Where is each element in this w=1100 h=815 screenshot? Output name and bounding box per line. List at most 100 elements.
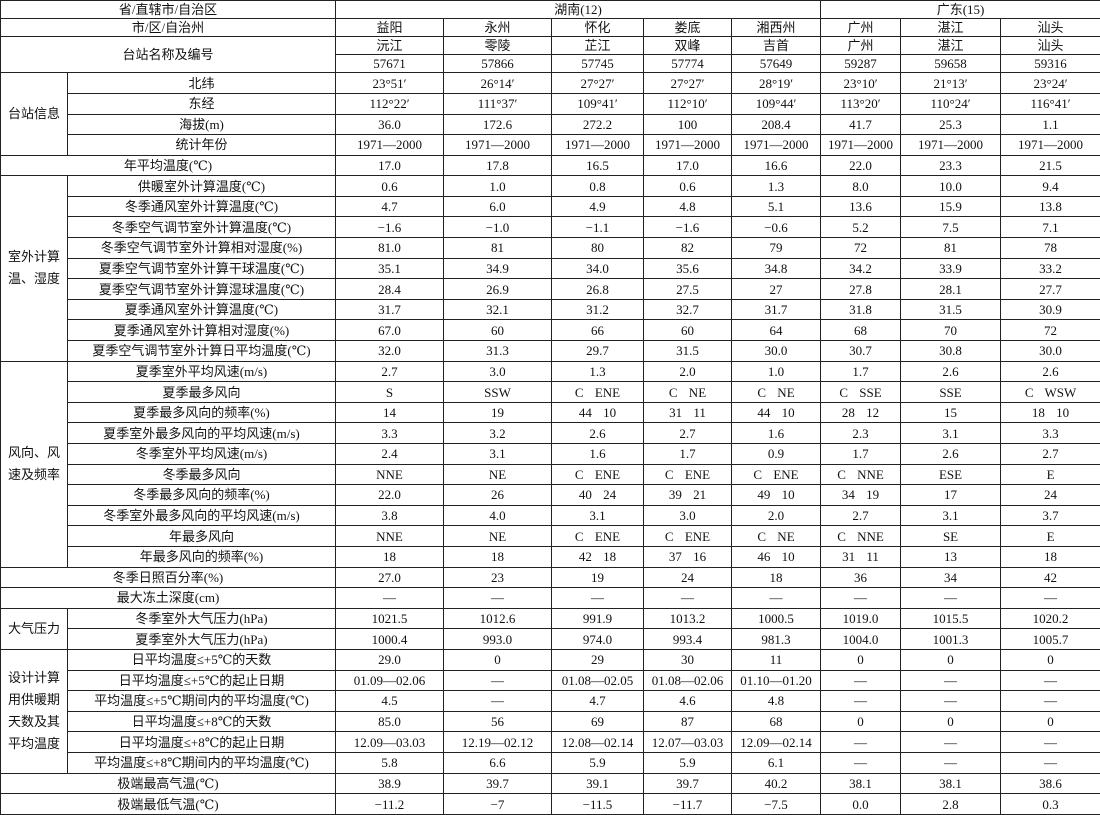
value-cell: 0.0 — [820, 793, 902, 815]
value-cell: 1971—2000 — [643, 134, 733, 156]
value-cell: ESE — [900, 463, 1002, 486]
table-row: 极端最低气温(℃) −11.2 −7 −11.5 −11.7 −7.5 0.0 2.8 0.3 — [0, 793, 1100, 815]
value-cell: — — [1000, 731, 1100, 753]
row-label: 夏季空气调节室外计算干球温度(℃) — [66, 257, 337, 280]
row-label: 东经 — [66, 92, 337, 115]
value-cell: 981.3 — [731, 628, 822, 650]
table-row: 冬季室外平均风速(m/s) 2.4 3.1 1.6 1.7 0.9 1.7 2.6 2.7 — [1, 443, 1100, 465]
value-cell: 3.3 — [335, 422, 445, 444]
table-row: 台站信息 北纬 23°51′ 26°14′ 27°27′ 27°27′ 28°19′ 23°1… — [0, 72, 1100, 156]
value-cell: 8.0 — [820, 175, 902, 197]
value-cell: 23°51′ — [335, 72, 445, 94]
row-label: 冬季通风室外计算温度(℃) — [66, 195, 337, 218]
value-cell: 1000.4 — [335, 628, 445, 650]
value-cell: 1001.3 — [900, 628, 1002, 650]
value-cell: 72 — [820, 237, 902, 259]
value-cell: 39.7 — [643, 772, 733, 795]
city-label: 市/区/自治州 — [0, 18, 337, 38]
row-label: 夏季最多风向 — [66, 381, 337, 403]
value-cell: 21°13′ — [900, 72, 1002, 94]
station-id: 57774 — [643, 54, 733, 74]
table-row: 57671 57866 57745 57774 57649 59287 59658 59316 — [1, 54, 1100, 74]
value-cell: — — [443, 690, 553, 712]
value-cell: 35.1 — [335, 257, 445, 280]
value-cell: 40.2 — [731, 772, 822, 795]
value-cell: 0 — [820, 648, 902, 671]
value-cell: — — [900, 731, 1002, 753]
value-cell: NE — [443, 525, 553, 547]
table-row: 夏季空气调节室外计算干球温度(℃) 35.1 34.9 34.0 35.6 34.8 34.… — [1, 257, 1100, 280]
value-cell: 30.0 — [731, 340, 822, 362]
value-cell: — — [551, 587, 645, 609]
value-cell: 12.07—03.03 — [643, 731, 733, 753]
value-cell: C SSE — [820, 381, 902, 403]
value-cell: 22.0 — [335, 484, 445, 506]
value-cell: 2.7 — [643, 422, 733, 444]
value-cell: 1971—2000 — [335, 134, 445, 156]
value-cell: 17.0 — [643, 154, 733, 177]
value-cell: — — [643, 587, 733, 609]
city-name: 汕头 — [1000, 18, 1100, 38]
value-cell: E — [1000, 463, 1100, 486]
value-cell: 0 — [1000, 710, 1100, 733]
value-cell: — — [820, 690, 902, 712]
value-cell: 5.9 — [643, 751, 733, 774]
value-cell: 23.3 — [900, 154, 1002, 177]
table-row: 冬季日照百分率(%) 27.0 23 19 24 18 36 34 42 — [0, 566, 1100, 589]
value-cell: 68 — [731, 710, 822, 733]
value-cell: 24 — [643, 566, 733, 589]
value-cell: −11.7 — [643, 793, 733, 815]
value-cell: 1012.6 — [443, 607, 553, 630]
value-cell: 2.3 — [820, 422, 902, 444]
value-cell: 0.8 — [551, 175, 645, 197]
value-cell: 17 — [900, 484, 1002, 506]
value-cell: 172.6 — [443, 113, 553, 136]
value-cell: 1971—2000 — [731, 134, 822, 156]
value-cell: 17.0 — [335, 154, 445, 177]
value-cell: −11.2 — [335, 793, 445, 815]
city-name: 广州 — [820, 18, 902, 38]
row-label: 海拔(m) — [66, 113, 337, 136]
value-cell: — — [443, 587, 553, 609]
value-cell: 7.1 — [1000, 216, 1100, 239]
row-label: 日平均温度≤+5℃的起止日期 — [66, 669, 337, 692]
value-cell: 0.3 — [1000, 793, 1100, 815]
value-cell: SSW — [443, 381, 553, 403]
value-cell: 30 — [643, 648, 733, 671]
value-cell: 28°19′ — [731, 72, 822, 94]
value-cell: 32.0 — [335, 340, 445, 362]
value-cell: 1015.5 — [900, 607, 1002, 630]
value-cell: 2.0 — [643, 360, 733, 383]
value-cell: 6.1 — [731, 751, 822, 774]
row-label: 夏季通风室外计算温度(℃) — [66, 298, 337, 321]
value-cell: 7.5 — [900, 216, 1002, 239]
value-cell: 974.0 — [551, 628, 645, 650]
value-cell: 23°24′ — [1000, 72, 1100, 94]
value-cell: — — [1000, 669, 1100, 692]
value-cell: 18 — [335, 545, 445, 568]
table-row: 日平均温度≤+5℃的起止日期 01.09—02.06—01.08—02.05 01.… — [1, 669, 1100, 692]
group-label: 室外计算温、湿度 — [0, 175, 68, 362]
value-cell: 31 11 — [820, 545, 902, 568]
value-cell: 30.9 — [1000, 298, 1100, 321]
table-row: 设计计算用供暖期天数及其平均温度 日平均温度≤+5℃的天数 29.0 0 29 30 11 0… — [0, 648, 1100, 774]
value-cell: 4.7 — [551, 690, 645, 712]
value-cell: 38.9 — [335, 772, 445, 795]
row-label: 冬季最多风向的频率(%) — [66, 484, 337, 506]
value-cell: 3.1 — [551, 504, 645, 527]
value-cell: C ENE — [551, 463, 645, 486]
value-cell: 67.0 — [335, 319, 445, 342]
value-cell: 112°22′ — [335, 92, 445, 115]
value-cell: 30.7 — [820, 340, 902, 362]
table-row: 冬季通风室外计算温度(℃) 4.7 6.0 4.9 4.8 5.1 13.6 15.9 13.8 — [1, 195, 1100, 218]
value-cell: 82 — [643, 237, 733, 259]
value-cell: 2.6 — [1000, 360, 1100, 383]
value-cell: 44 10 — [731, 401, 822, 424]
value-cell: 11 — [731, 648, 822, 671]
station-name: 吉首 — [731, 36, 822, 56]
row-label: 北纬 — [66, 72, 337, 94]
value-cell: 25.3 — [900, 113, 1002, 136]
value-cell: NNE — [335, 463, 445, 486]
value-cell: −1.6 — [643, 216, 733, 239]
value-cell: 33.9 — [900, 257, 1002, 280]
